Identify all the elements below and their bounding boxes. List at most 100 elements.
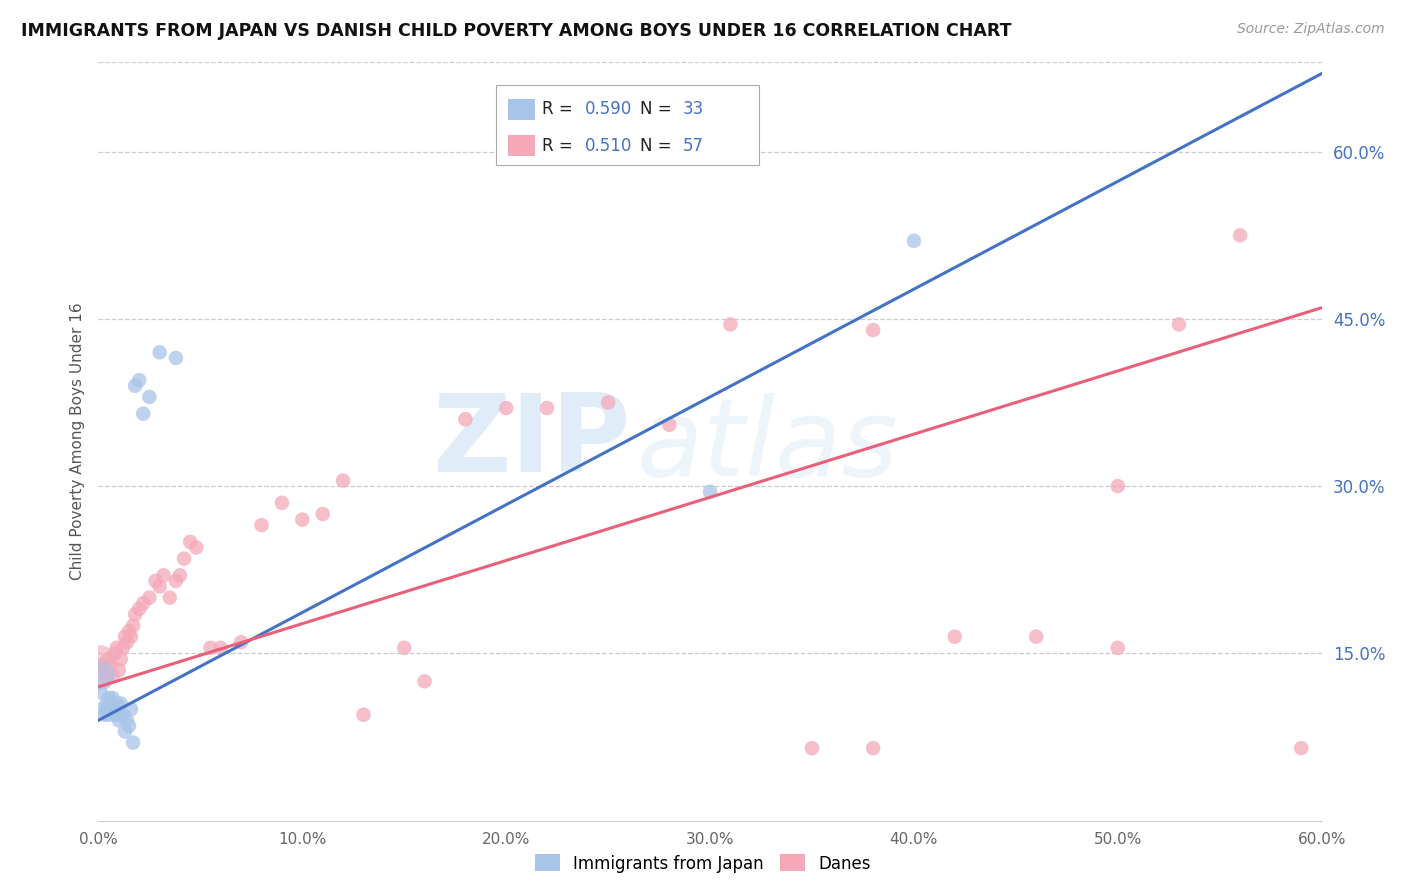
Text: 57: 57: [683, 136, 704, 155]
Point: [152, 568, 174, 582]
Point: [1025, 630, 1047, 644]
Point: [495, 401, 517, 416]
Point: [352, 707, 374, 722]
Point: [118, 719, 141, 733]
Point: [209, 640, 232, 655]
Point: [89, 685, 111, 699]
Point: [312, 507, 335, 521]
Point: [89, 663, 111, 677]
Point: [943, 630, 966, 644]
Point: [270, 496, 294, 510]
Legend: Immigrants from Japan, Danes: Immigrants from Japan, Danes: [529, 847, 877, 880]
Point: [105, 707, 128, 722]
Point: [173, 551, 195, 566]
Text: IMMIGRANTS FROM JAPAN VS DANISH CHILD POVERTY AMONG BOYS UNDER 16 CORRELATION CH: IMMIGRANTS FROM JAPAN VS DANISH CHILD PO…: [21, 22, 1011, 40]
Text: N =: N =: [640, 100, 678, 118]
Point: [250, 518, 273, 533]
Point: [104, 707, 127, 722]
Point: [149, 345, 172, 359]
Point: [118, 624, 141, 639]
Point: [115, 635, 138, 649]
Bar: [508, 98, 536, 120]
Point: [332, 474, 354, 488]
Point: [128, 602, 150, 616]
Bar: [508, 136, 536, 156]
Point: [120, 630, 142, 644]
Bar: [496, 85, 759, 165]
Point: [179, 535, 201, 549]
Point: [124, 607, 146, 622]
Point: [100, 657, 122, 672]
Point: [104, 646, 127, 660]
Text: R =: R =: [543, 136, 578, 155]
Point: [111, 640, 134, 655]
Point: [97, 690, 120, 705]
Point: [128, 373, 150, 387]
Point: [110, 697, 132, 711]
Point: [101, 690, 124, 705]
Point: [108, 714, 131, 728]
Point: [105, 640, 128, 655]
Point: [138, 591, 160, 605]
Point: [132, 407, 155, 421]
Point: [159, 591, 181, 605]
Point: [658, 417, 681, 432]
Point: [699, 484, 721, 499]
Point: [862, 741, 884, 756]
Text: atlas: atlas: [637, 392, 898, 498]
Point: [91, 657, 114, 672]
Point: [122, 618, 145, 632]
Point: [169, 568, 191, 582]
Point: [1107, 640, 1129, 655]
Text: ZIP: ZIP: [432, 389, 630, 494]
Point: [862, 323, 884, 337]
Text: 33: 33: [683, 100, 704, 118]
Point: [149, 580, 172, 594]
Point: [122, 735, 145, 749]
Point: [291, 512, 314, 526]
Point: [114, 630, 136, 644]
Point: [96, 697, 118, 711]
Point: [1229, 228, 1251, 243]
Point: [413, 674, 436, 689]
Point: [108, 663, 131, 677]
Point: [145, 574, 167, 588]
Point: [97, 652, 120, 666]
Point: [165, 351, 187, 365]
Point: [110, 707, 132, 722]
Text: R =: R =: [543, 100, 578, 118]
Point: [111, 707, 134, 722]
Point: [114, 724, 136, 739]
Point: [89, 652, 111, 666]
Point: [101, 669, 124, 683]
Point: [120, 702, 142, 716]
Text: 0.590: 0.590: [585, 100, 633, 118]
Point: [1167, 318, 1189, 332]
Point: [110, 652, 132, 666]
Point: [97, 707, 120, 722]
Point: [1291, 741, 1313, 756]
Point: [108, 702, 131, 716]
Point: [200, 640, 222, 655]
Point: [93, 674, 115, 689]
Point: [101, 697, 124, 711]
Point: [132, 596, 155, 610]
Point: [96, 669, 118, 683]
Point: [96, 702, 118, 716]
Point: [100, 697, 122, 711]
Point: [105, 697, 128, 711]
Point: [91, 702, 114, 716]
Point: [186, 541, 208, 555]
Point: [124, 378, 146, 392]
Point: [93, 707, 115, 722]
Point: [903, 234, 925, 248]
Point: [138, 390, 160, 404]
Point: [115, 714, 138, 728]
Point: [454, 412, 477, 426]
Text: N =: N =: [640, 136, 678, 155]
Point: [718, 318, 742, 332]
Point: [165, 574, 187, 588]
Point: [231, 635, 253, 649]
Text: Source: ZipAtlas.com: Source: ZipAtlas.com: [1237, 22, 1385, 37]
Point: [536, 401, 558, 416]
